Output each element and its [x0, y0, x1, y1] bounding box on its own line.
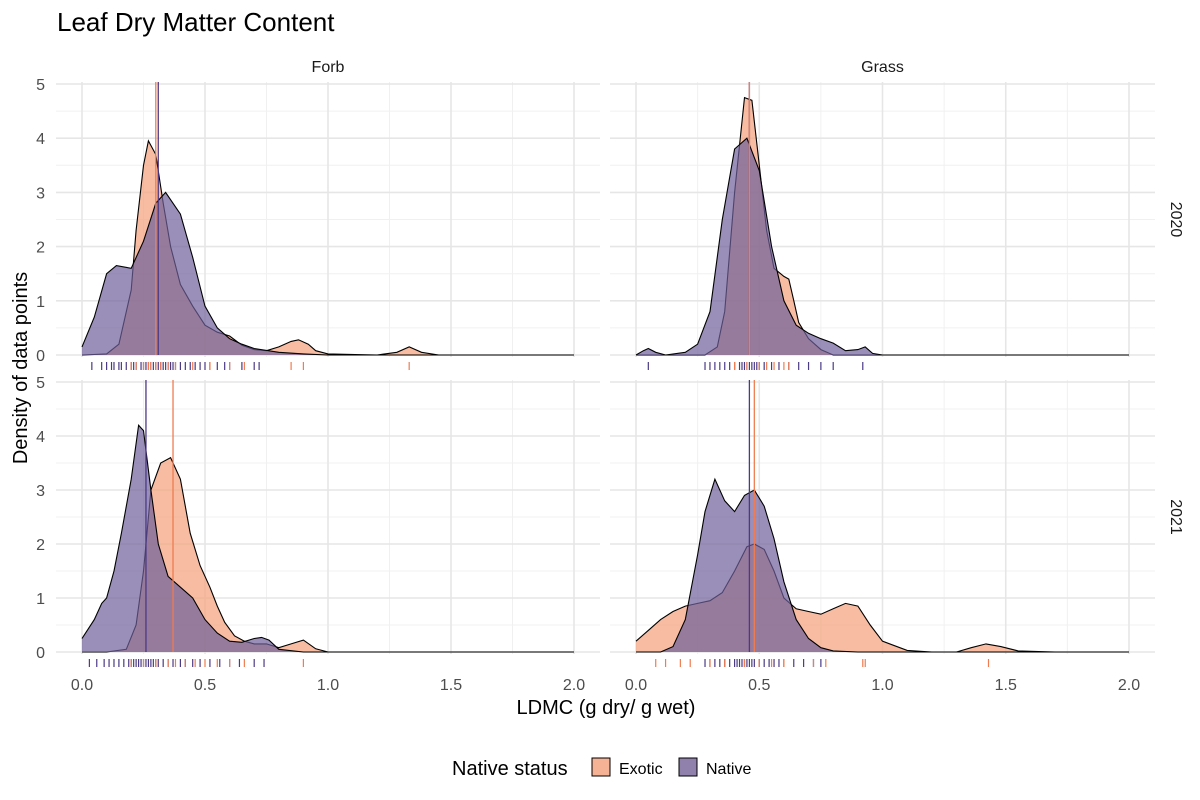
y-tick-label: 1 [36, 294, 45, 311]
density-area-native [636, 479, 1129, 652]
y-tick-label: 5 [36, 375, 45, 392]
panel-forb-2020: 0 1 2 3 4 5 [36, 77, 600, 370]
density-area-exotic [82, 457, 574, 652]
x-tick-label: 2.0 [1118, 677, 1140, 694]
legend-label-native: Native [706, 761, 751, 778]
panel-grass-2020 [610, 82, 1155, 370]
y-tick-label: 5 [36, 77, 45, 94]
strip-label-2020: 2020 [1167, 202, 1184, 238]
x-tick-label: 1.5 [995, 677, 1017, 694]
x-tick-label: 1.0 [871, 677, 893, 694]
x-tick-label: 0.0 [625, 677, 647, 694]
density-line-native [81, 191, 574, 356]
y-tick-label: 1 [36, 591, 45, 608]
strip-label-2021: 2021 [1167, 499, 1184, 535]
legend-key-exotic [591, 757, 611, 777]
legend: Native status Exotic Native [452, 757, 751, 780]
y-tick-label: 0 [36, 348, 45, 365]
y-axis-title: Density of data points [10, 272, 32, 464]
legend-label-exotic: Exotic [619, 761, 663, 778]
x-tick-label: 0.5 [748, 677, 770, 694]
panel-grass-2021: 0.0 0.5 1.0 1.5 2.0 [610, 380, 1155, 694]
y-tick-label: 2 [36, 240, 45, 257]
y-tick-label: 4 [36, 429, 45, 446]
y-tick-label: 3 [36, 483, 45, 500]
chart-title: Leaf Dry Matter Content [57, 7, 335, 37]
density-area-native [82, 425, 574, 652]
x-tick-label: 0.0 [71, 677, 93, 694]
x-tick-label: 1.5 [440, 677, 462, 694]
y-tick-label: 2 [36, 537, 45, 554]
panel-forb-2021: 0 1 2 3 4 5 0.0 0.5 1.0 1.5 2.0 [36, 375, 600, 694]
y-tick-label: 0 [36, 645, 45, 662]
y-tick-label: 4 [36, 131, 45, 148]
x-tick-label: 1.0 [317, 677, 339, 694]
x-axis-title: LDMC (g dry/ g wet) [517, 697, 696, 719]
y-tick-label: 3 [36, 185, 45, 202]
density-area-native [82, 192, 574, 355]
legend-key-native [678, 757, 698, 777]
density-line-native [81, 423, 574, 653]
legend-title: Native status [452, 758, 568, 780]
density-line-native [635, 137, 1129, 356]
strip-label-grass: Grass [861, 59, 904, 76]
strip-label-forb: Forb [312, 59, 345, 76]
x-tick-label: 2.0 [563, 677, 585, 694]
density-area-native [636, 138, 1129, 355]
x-tick-label: 0.5 [194, 677, 216, 694]
